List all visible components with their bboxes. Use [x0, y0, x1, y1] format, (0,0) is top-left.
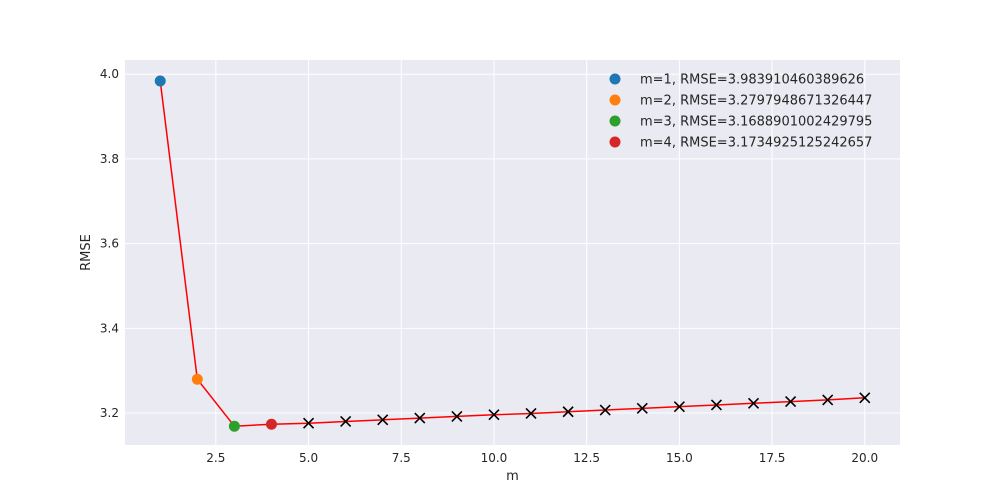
cross-marker: [747, 397, 760, 409]
x-tick-label: 12.5: [573, 451, 600, 465]
cross-marker: [599, 404, 611, 416]
cross-marker: [673, 401, 685, 413]
grid: [125, 60, 900, 445]
cross-marker: [414, 412, 426, 424]
cross-marker: [340, 415, 352, 428]
legend-item: m=2, RMSE=3.2797948671326447: [609, 94, 872, 109]
legend-label: m=2, RMSE=3.2797948671326447: [640, 94, 872, 109]
cross-marker: [302, 417, 315, 429]
cross-marker: [377, 414, 389, 426]
y-tick-label: 3.6: [100, 237, 119, 251]
markers: [154, 75, 871, 432]
x-tick-label: 7.5: [392, 451, 411, 465]
y-tick-label: 3.8: [100, 152, 119, 166]
highlight-point: [265, 418, 277, 430]
legend-label: m=1, RMSE=3.983910460389626: [640, 73, 864, 88]
legend-marker: [609, 94, 621, 106]
highlight-point: [228, 420, 240, 432]
x-tick-label: 20.0: [851, 451, 878, 465]
y-tick-label: 4.0: [100, 67, 119, 81]
cross-marker: [562, 406, 574, 418]
plot-background: [125, 60, 900, 445]
series-line-layer: [159, 80, 865, 427]
rmse-line: [159, 80, 865, 427]
legend: m=1, RMSE=3.983910460389626 m=2, RMSE=3.2…: [609, 73, 872, 151]
legend-label: m=4, RMSE=3.1734925125242657: [640, 136, 872, 151]
y-tick-label: 3.4: [100, 321, 119, 335]
legend-label: m=3, RMSE=3.1688901002429795: [640, 115, 872, 130]
cross-marker: [822, 394, 834, 406]
x-tick-label: 15.0: [666, 451, 693, 465]
y-axis-label: RMSE: [79, 234, 94, 271]
cross-marker: [636, 402, 648, 414]
legend-item: m=3, RMSE=3.1688901002429795: [609, 115, 872, 130]
highlight-point: [154, 75, 166, 87]
y-tick-label: 3.2: [100, 406, 119, 420]
x-tick-label: 5.0: [299, 451, 318, 465]
cross-marker: [710, 399, 723, 411]
cross-marker: [525, 407, 537, 420]
cross-marker: [859, 392, 871, 404]
x-tick-label: 10.0: [481, 451, 508, 465]
x-axis-label: m: [506, 469, 519, 484]
legend-marker: [609, 136, 621, 148]
cross-marker: [488, 409, 500, 421]
legend-marker: [609, 73, 621, 85]
cross-marker: [785, 396, 797, 408]
legend-marker: [609, 115, 621, 127]
cross-marker: [451, 410, 463, 422]
legend-item: m=4, RMSE=3.1734925125242657: [609, 136, 872, 151]
highlight-point: [191, 373, 203, 385]
legend-item: m=1, RMSE=3.983910460389626: [609, 73, 864, 88]
x-tick-label: 2.5: [206, 451, 225, 465]
axis-ticks: 2.5 5.0 7.5 10.0 12.5 15.0 17.5 20.0 3.2 3.4 3.6 3.…: [100, 67, 878, 465]
x-tick-label: 17.5: [759, 451, 786, 465]
